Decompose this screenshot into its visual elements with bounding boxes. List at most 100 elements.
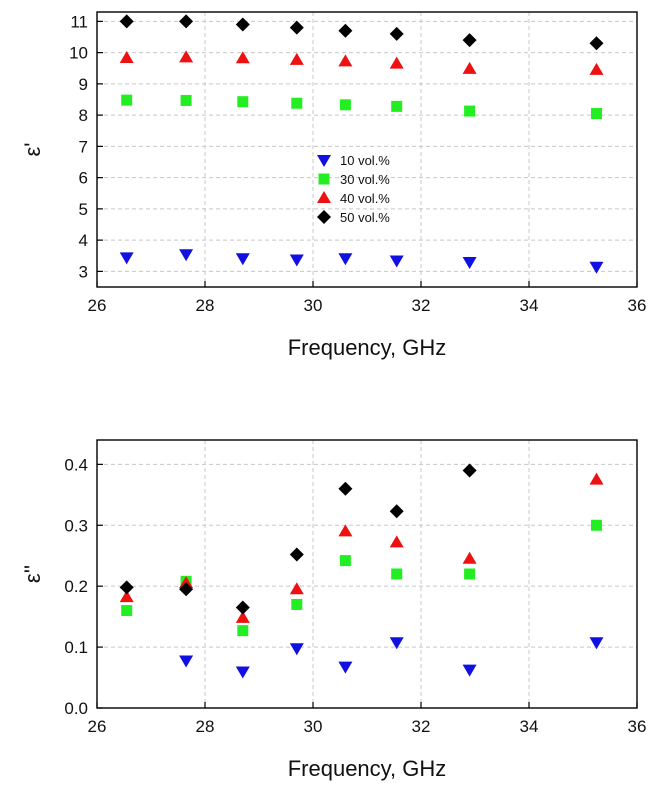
x-tick-label: 36 [628, 296, 647, 315]
data-point [119, 580, 134, 595]
data-point [389, 637, 404, 650]
y-tick-label: 0.2 [64, 577, 88, 596]
x-tick-label: 28 [196, 717, 215, 736]
data-point [589, 62, 604, 75]
data-point [291, 598, 303, 610]
data-point [119, 252, 134, 265]
y-tick-label: 10 [69, 44, 88, 63]
data-point [289, 254, 304, 267]
y-tick-label: 0.1 [64, 638, 88, 657]
data-point [180, 94, 192, 106]
y-tick-label: 7 [79, 137, 88, 156]
y-tick-label: 0.0 [64, 699, 88, 718]
data-point [464, 568, 476, 580]
data-point [179, 50, 194, 63]
data-point [338, 481, 353, 496]
data-point [179, 655, 194, 668]
data-point [464, 105, 476, 117]
x-tick-label: 26 [88, 717, 107, 736]
data-point [462, 33, 477, 48]
data-point [389, 56, 404, 69]
data-point [289, 643, 304, 656]
data-point [289, 547, 304, 562]
data-point [338, 524, 353, 537]
data-point [237, 625, 249, 637]
data-point [591, 519, 602, 531]
data-point [119, 50, 134, 63]
data-point [289, 52, 304, 65]
y-tick-label: 4 [79, 231, 88, 250]
legend-label: 10 vol.% [340, 153, 390, 168]
data-point [121, 605, 133, 617]
data-point [462, 463, 477, 478]
data-point [389, 504, 404, 519]
plot-frame [96, 439, 638, 709]
data-point [179, 14, 194, 29]
y-tick-label: 3 [79, 262, 88, 281]
x-tick-label: 32 [412, 296, 431, 315]
data-point [119, 14, 134, 29]
legend-marker [317, 155, 331, 167]
data-point [235, 600, 250, 615]
x-tick-label: 34 [520, 717, 539, 736]
data-point [338, 661, 353, 674]
y-tick-label: 5 [79, 200, 88, 219]
legend-label: 40 vol.% [340, 191, 390, 206]
data-point [237, 96, 249, 108]
data-point [389, 26, 404, 41]
data-point [339, 555, 351, 567]
data-point [589, 637, 604, 650]
legend-marker [317, 210, 331, 224]
data-point [591, 108, 602, 120]
x-tick-label: 34 [520, 296, 539, 315]
data-point [338, 253, 353, 266]
legend-label: 50 vol.% [340, 210, 390, 225]
x-tick-label: 28 [196, 296, 215, 315]
data-point [235, 666, 250, 679]
data-point [289, 582, 304, 595]
data-point [339, 99, 351, 111]
data-point [289, 20, 304, 35]
data-point [589, 36, 604, 51]
x-tick-label: 36 [628, 717, 647, 736]
y-tick-label: 0.3 [64, 516, 88, 535]
legend-label: 30 vol.% [340, 172, 390, 187]
legend-marker [318, 173, 330, 185]
data-point [179, 582, 194, 597]
x-tick-label: 26 [88, 296, 107, 315]
x-axis-label: Frequency, GHz [288, 335, 447, 360]
data-point [391, 568, 403, 580]
data-point [235, 51, 250, 64]
plot-frame [96, 11, 638, 288]
x-axis-label: Frequency, GHz [288, 756, 447, 781]
data-point [462, 257, 477, 269]
data-point [235, 253, 250, 266]
y-tick-label: 6 [79, 169, 88, 188]
data-point [391, 100, 403, 112]
data-point [589, 261, 604, 274]
legend-marker [317, 191, 331, 203]
data-point [462, 61, 477, 74]
data-point [121, 94, 133, 106]
data-point [338, 54, 353, 67]
y-axis-label: ε' [20, 142, 45, 156]
data-point [179, 249, 194, 262]
data-point [119, 590, 134, 603]
data-point [389, 535, 404, 548]
y-axis-label: ε'' [20, 565, 45, 583]
data-point [338, 23, 353, 38]
x-tick-label: 32 [412, 717, 431, 736]
data-point [389, 255, 404, 268]
y-tick-label: 9 [79, 75, 88, 94]
data-point [235, 610, 250, 623]
y-tick-label: 0.4 [64, 455, 88, 474]
x-tick-label: 30 [304, 296, 323, 315]
y-tick-label: 11 [70, 12, 88, 31]
data-point [589, 472, 604, 485]
data-point [179, 576, 194, 589]
x-tick-label: 30 [304, 717, 323, 736]
data-point [462, 664, 477, 677]
panel-imaginary-permittivity: 26 28 30 32 34 36 0.0 0.1 0.2 0.3 0.4 Frequency, GH… [20, 439, 647, 781]
